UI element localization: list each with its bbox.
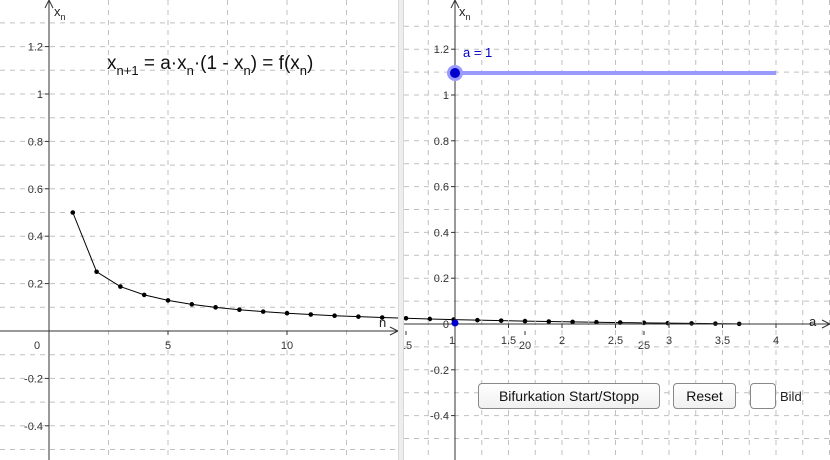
y-axis-arrow — [44, 0, 54, 9]
y-tick-label: -0.2 — [24, 373, 43, 385]
data-point[interactable] — [70, 210, 76, 215]
reset-button[interactable]: Reset — [673, 383, 736, 409]
data-point[interactable] — [165, 298, 171, 303]
formula-part: = a·x — [139, 53, 188, 74]
y-tick-label: 1 — [37, 89, 43, 101]
data-point[interactable] — [403, 315, 409, 321]
y-tick-label: 0 — [443, 319, 449, 331]
y-tick-label: -0.4 — [24, 421, 43, 433]
x-tick-label: 10 — [281, 340, 293, 352]
formula-part: x — [107, 53, 117, 74]
data-point[interactable] — [475, 317, 480, 323]
slider-a[interactable]: a = 1 — [447, 45, 776, 81]
slider-handle[interactable] — [450, 68, 460, 78]
data-point[interactable] — [356, 314, 361, 319]
data-point[interactable] — [332, 313, 337, 318]
y-axis-sub: n — [61, 12, 66, 22]
bild-checkbox-control[interactable]: Bild — [750, 383, 802, 409]
x-axis-label: n — [379, 315, 386, 330]
data-point[interactable] — [189, 302, 195, 307]
y-tick-label: 0.2 — [434, 273, 449, 285]
tick-labels: 0 5 10 15 20 251.210.80.60.40.2-0.2-0.4 — [24, 42, 650, 433]
data-point[interactable] — [118, 284, 123, 289]
bifurkation-start-stop-button[interactable]: Bifurkation Start/Stopp — [478, 383, 660, 409]
y-tick-label: 0.6 — [28, 184, 43, 196]
y-tick-label: 1 — [443, 90, 449, 102]
data-point[interactable] — [141, 292, 147, 298]
data-point[interactable] — [570, 319, 575, 325]
formula-subscript: n — [300, 63, 307, 78]
x-tick-label: 2.5 — [608, 335, 623, 347]
data-point[interactable] — [498, 318, 504, 323]
sequence-graph-panel[interactable]: 0 5 10 15 20 25 1.2 1 0.8 0.6 0.4 0.2 -0.2 -0.4 n xn … — [0, 0, 742, 460]
y-tick-label: -0.2 — [430, 365, 449, 377]
x-axis-arrow — [821, 319, 830, 329]
y-tick-label: 1.2 — [434, 44, 449, 56]
x-tick-label: 25 — [638, 340, 650, 352]
y-axis-var: x — [54, 4, 61, 19]
panel-divider[interactable] — [398, 0, 404, 460]
y-axis-arrow — [450, 0, 460, 9]
data-point[interactable] — [689, 321, 694, 326]
y-tick-label: 0.4 — [434, 227, 449, 239]
y-tick-label: 0.8 — [28, 136, 43, 148]
data-point[interactable] — [522, 318, 528, 324]
data-point[interactable] — [94, 269, 99, 275]
formula-part: ) — [307, 53, 313, 74]
y-axis-label: xn — [54, 4, 66, 22]
x-tick-label: 1 — [449, 335, 455, 347]
x-tick-label: 5 — [165, 340, 171, 352]
grid — [0, 0, 398, 460]
y-tick-label: 0.2 — [28, 279, 43, 291]
origin-point[interactable] — [451, 319, 459, 327]
data-point[interactable] — [546, 319, 552, 324]
x-tick-label: 4 — [773, 335, 779, 347]
sequence-graph[interactable]: 0 5 10 15 20 251.210.80.60.40.2-0.2-0.4 n xn … — [0, 0, 742, 460]
x-axis-label: a — [809, 314, 817, 329]
bild-checkbox[interactable] — [750, 383, 776, 409]
x-tick-label: 3 — [666, 335, 672, 347]
data-point[interactable] — [237, 307, 242, 313]
y-tick-label: 0.4 — [28, 231, 43, 243]
tick-labels: 1 1.5 2 2.5 3 3.5 4 1.2 1 0.8 0.6 0.4 0.2 0 -0.2 -0.4 — [430, 44, 779, 422]
data-point[interactable] — [594, 319, 599, 325]
formula-subscript: n+1 — [117, 63, 139, 78]
formula-subscript: n — [243, 63, 250, 78]
recurrence-formula: xn+1 = a·xn·(1 - xn) = f(xn) — [107, 53, 313, 78]
y-axis-sub: n — [466, 12, 471, 22]
formula-part: ·(1 - x — [194, 53, 244, 74]
data-point[interactable] — [260, 309, 266, 314]
y-tick-label: -0.4 — [430, 411, 449, 423]
data-point[interactable] — [308, 312, 314, 317]
y-tick-label: 0.8 — [434, 136, 449, 148]
x-tick-label: 1.5 — [501, 335, 516, 347]
y-tick-label: 1.2 — [28, 42, 43, 54]
data-point[interactable] — [284, 310, 290, 316]
x-tick-label: 20 — [519, 340, 531, 352]
y-axis-var: x — [459, 4, 466, 19]
data-point[interactable] — [213, 305, 218, 310]
bild-checkbox-label: Bild — [780, 388, 802, 404]
data-point[interactable] — [379, 315, 385, 320]
y-axis-label: xn — [459, 4, 471, 22]
control-bar: Bifurkation Start/Stopp Reset Bild — [478, 383, 802, 409]
slider-label: a = 1 — [463, 45, 492, 60]
x-tick-label: 2 — [559, 335, 565, 347]
formula-subscript: n — [187, 63, 194, 78]
x-tick-label: 3.5 — [715, 335, 730, 347]
y-tick-label: 0.6 — [434, 182, 449, 194]
x-tick-label: 0 — [34, 340, 40, 352]
formula-part: ) = f(x — [251, 53, 301, 74]
